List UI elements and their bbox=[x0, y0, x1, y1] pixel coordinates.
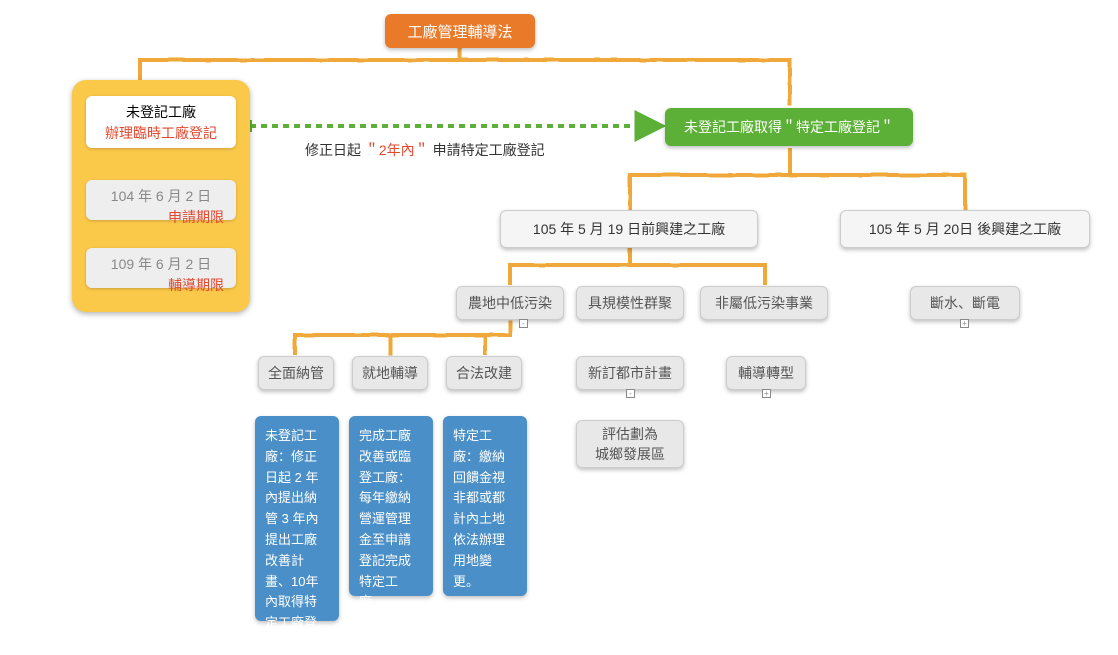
expand-icon[interactable]: + bbox=[762, 389, 771, 398]
left-card-1-line2: 辦理臨時工廠登記 bbox=[92, 123, 230, 144]
node-c3: 非屬低污染事業 bbox=[700, 286, 828, 320]
node-c1: 農地中低污染 bbox=[456, 286, 564, 320]
left-card-3-label: 輔導期限 bbox=[168, 275, 230, 296]
branch-b: 105 年 5 月 20日 後興建之工廠 bbox=[840, 210, 1090, 248]
node-g2: 就地輔導 bbox=[352, 356, 428, 390]
left-card-2-date: 104 年 6 月 2 日 bbox=[111, 188, 211, 204]
left-card-3-date: 109 年 6 月 2 日 bbox=[111, 256, 211, 272]
node-c2-g1-label: 新訂都市計畫 bbox=[588, 363, 672, 383]
expand-icon[interactable]: + bbox=[960, 319, 969, 328]
node-c1-label: 農地中低污染 bbox=[468, 293, 552, 313]
right-root-label: 未登記工廠取得＂特定工廠登記＂ bbox=[684, 117, 894, 137]
right-root-node: 未登記工廠取得＂特定工廠登記＂ bbox=[665, 108, 913, 146]
blue-box-3: 特定工廠：繳納回饋金視非都或都計內土地依法辦理用地變更。 bbox=[443, 416, 527, 596]
root-node: 工廠管理輔導法 bbox=[385, 14, 535, 48]
branch-a-label: 105 年 5 月 19 日前興建之工廠 bbox=[533, 219, 725, 239]
node-c2-g1: 新訂都市計畫 bbox=[576, 356, 684, 390]
arrow-annotation: 修正日起 ＂2年內＂ 申請特定工廠登記 bbox=[305, 140, 545, 160]
blue-box-3-text: 特定工廠：繳納回饋金視非都或都計內土地依法辦理用地變更。 bbox=[453, 426, 517, 592]
arrow-suffix: 申請特定工廠登記 bbox=[433, 142, 545, 158]
left-card-2-label: 申請期限 bbox=[168, 207, 230, 228]
node-g1-label: 全面納管 bbox=[268, 363, 324, 383]
node-c3-g1: 輔導轉型 bbox=[726, 356, 806, 390]
node-g3-label: 合法改建 bbox=[456, 363, 512, 383]
diagram-canvas: 工廠管理輔導法 未登記工廠 辦理臨時工廠登記 104 年 6 月 2 日 申請期… bbox=[0, 0, 1118, 646]
node-c2-g2-label: 評估劃為 城鄉發展區 bbox=[595, 424, 665, 464]
root-label: 工廠管理輔導法 bbox=[407, 21, 512, 42]
node-c2-g2: 評估劃為 城鄉發展區 bbox=[576, 420, 684, 468]
blue-box-1: 未登記工廠：修正日起 2 年內提出納管 3 年內提出工廠改善計畫、10年內取得特… bbox=[255, 416, 339, 621]
blue-box-2-text: 完成工廠改善或臨登工廠：每年繳納營運管理金至申請登記完成特定工廠。 bbox=[359, 426, 423, 613]
node-c3-label: 非屬低污染事業 bbox=[715, 293, 813, 313]
node-g2-label: 就地輔導 bbox=[362, 363, 418, 383]
left-card-3: 109 年 6 月 2 日 輔導期限 bbox=[86, 248, 236, 288]
node-g1: 全面納管 bbox=[258, 356, 334, 390]
node-c2: 具規模性群聚 bbox=[576, 286, 684, 320]
node-g3: 合法改建 bbox=[446, 356, 522, 390]
node-c2-label: 具規模性群聚 bbox=[588, 293, 672, 313]
blue-box-2: 完成工廠改善或臨登工廠：每年繳納營運管理金至申請登記完成特定工廠。 bbox=[349, 416, 433, 596]
node-b-child-label: 斷水、斷電 bbox=[930, 293, 1000, 313]
branch-a: 105 年 5 月 19 日前興建之工廠 bbox=[500, 210, 758, 248]
blue-box-1-text: 未登記工廠：修正日起 2 年內提出納管 3 年內提出工廠改善計畫、10年內取得特… bbox=[265, 426, 329, 655]
left-card-1: 未登記工廠 辦理臨時工廠登記 bbox=[86, 96, 236, 148]
node-c3-g1-label: 輔導轉型 bbox=[738, 363, 794, 383]
arrow-highlight: ＂2年內＂ bbox=[365, 142, 429, 158]
left-card-1-line1: 未登記工廠 bbox=[92, 102, 230, 123]
expand-icon[interactable]: - bbox=[626, 389, 635, 398]
node-b-child: 斷水、斷電 bbox=[910, 286, 1020, 320]
expand-icon[interactable]: - bbox=[519, 319, 528, 328]
arrow-prefix: 修正日起 bbox=[305, 142, 361, 158]
branch-b-label: 105 年 5 月 20日 後興建之工廠 bbox=[869, 219, 1061, 239]
left-card-2: 104 年 6 月 2 日 申請期限 bbox=[86, 180, 236, 220]
